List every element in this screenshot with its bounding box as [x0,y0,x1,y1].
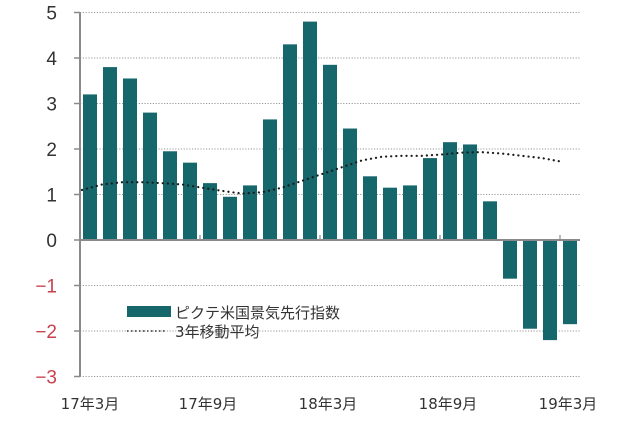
bar [283,44,297,240]
bar [143,112,157,240]
bar [163,151,177,240]
legend-bar-swatch [127,306,171,317]
x-tick-label: 18年3月 [299,395,358,413]
bar [383,187,397,240]
legend-label-moving-average: 3年移動平均 [175,323,260,341]
bar [303,21,317,240]
bar [103,67,117,240]
y-tick-label: 3 [46,95,57,116]
moving-average-path [80,151,564,195]
bar [243,185,257,240]
moving-average-line [80,151,564,195]
bar [463,144,477,240]
y-tick-label: 4 [46,49,57,70]
bar [423,158,437,240]
y-axis: 5 4 3 2 1 0 −1 −2 −3 [35,4,81,389]
bar [363,176,377,240]
y-tick-label: −2 [35,322,57,343]
bar [343,128,357,240]
bar [183,162,197,240]
y-tick-label: 5 [46,4,57,25]
x-tick-label: 17年3月 [61,395,120,413]
bar [563,240,577,325]
bar [263,119,277,240]
legend: ピクテ米国景気先行指数 3年移動平均 [127,304,340,341]
x-tick-label: 18年9月 [419,395,478,413]
bar [403,185,417,240]
bar [203,183,217,240]
bar [543,240,557,341]
y-tick-label: 0 [46,231,57,252]
bar [503,240,517,279]
bar [523,240,537,329]
bar [123,78,137,240]
x-tick-label: 17年9月 [179,395,238,413]
bar [483,201,497,240]
bar [323,64,337,240]
bar [223,196,237,240]
x-tick-label: 19年3月 [539,395,598,413]
y-tick-label: −3 [35,368,57,389]
y-tick-label: 2 [46,140,57,161]
x-axis: 17年3月 17年9月 18年3月 18年9月 19年3月 [61,235,598,413]
bar-series [83,21,577,341]
bar [443,142,457,240]
bar [83,94,97,241]
y-tick-label: −1 [35,277,57,298]
y-tick-label: 1 [46,186,57,207]
legend-label-index: ピクテ米国景気先行指数 [175,304,340,322]
